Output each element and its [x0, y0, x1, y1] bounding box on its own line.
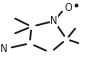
Text: O: O [65, 3, 72, 13]
Text: N: N [50, 16, 58, 26]
Text: H₂N: H₂N [0, 44, 7, 54]
